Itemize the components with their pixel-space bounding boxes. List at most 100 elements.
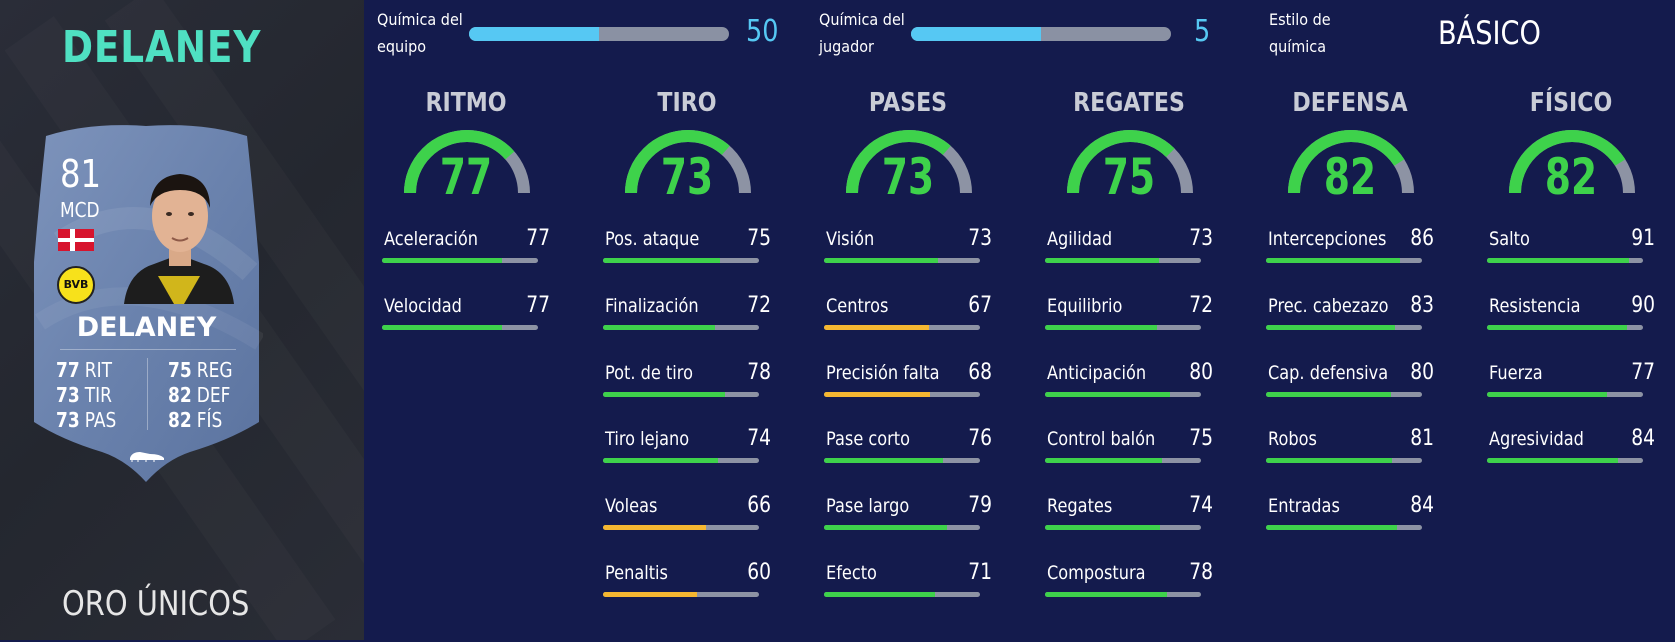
attribute-bar (1487, 258, 1643, 263)
attribute-row[interactable]: Pos. ataque 75 (603, 226, 771, 278)
attribute-row[interactable]: Robos 81 (1266, 426, 1434, 478)
attribute-value: 72 (747, 293, 771, 318)
attribute-bar-fill (1487, 258, 1629, 263)
attribute-name: Tiro lejano (605, 428, 690, 450)
attribute-name: Pos. ataque (605, 228, 700, 250)
category-value: 73 (881, 148, 935, 206)
attribute-row[interactable]: Resistencia 90 (1487, 293, 1655, 345)
attribute-bar (1487, 325, 1643, 330)
attribute-bar (824, 525, 980, 530)
attribute-value: 73 (1189, 226, 1213, 251)
card-divider-vertical (147, 358, 148, 430)
category-value: 73 (660, 148, 714, 206)
attribute-name: Voleas (605, 495, 658, 517)
attribute-row[interactable]: Tiro lejano 74 (603, 426, 771, 478)
gauge-fill (846, 130, 972, 194)
attribute-value: 78 (1189, 560, 1213, 585)
attribute-name: Agresividad (1489, 428, 1584, 450)
attribute-row[interactable]: Anticipación 80 (1045, 360, 1213, 412)
attribute-row[interactable]: Cap. defensiva 80 (1266, 360, 1434, 412)
category-title: REGATES (1073, 88, 1185, 118)
card-rating: 81 (60, 152, 102, 196)
attribute-bar-fill (603, 458, 719, 463)
attribute-row[interactable]: Voleas 66 (603, 493, 771, 545)
attribute-bar (1487, 392, 1643, 397)
attribute-row[interactable]: Efecto 71 (824, 560, 992, 612)
attribute-bar-fill (1045, 458, 1162, 463)
attribute-bar (382, 325, 538, 330)
attribute-value: 83 (1410, 293, 1434, 318)
attribute-bar-fill (603, 258, 720, 263)
attribute-value: 84 (1631, 426, 1655, 451)
attribute-bar (1266, 325, 1422, 330)
attribute-bar-fill (1266, 258, 1401, 263)
attribute-name: Velocidad (384, 295, 462, 317)
attribute-bar-fill (824, 325, 929, 330)
attribute-row[interactable]: Salto 91 (1487, 226, 1655, 278)
attribute-row[interactable]: Penaltis 60 (603, 560, 771, 612)
attribute-row[interactable]: Precisión falta 68 (824, 360, 992, 412)
player-card[interactable]: 81 MCD BVB DELANEY 77 RIT 73 TIR 73 PAS 75 R… (30, 122, 263, 484)
attribute-row[interactable]: Regates 74 (1045, 493, 1213, 545)
attribute-bar-fill (603, 392, 725, 397)
attribute-value: 80 (1410, 360, 1434, 385)
attribute-name: Penaltis (605, 562, 668, 584)
category-value: 82 (1544, 148, 1598, 206)
attribute-name: Pase largo (826, 495, 910, 517)
attribute-row[interactable]: Compostura 78 (1045, 560, 1213, 612)
player-chemistry-bar (911, 27, 1171, 41)
attribute-bar-fill (1045, 592, 1167, 597)
denmark-flag-icon (58, 229, 94, 251)
attribute-name: Centros (826, 295, 889, 317)
attribute-name: Cap. defensiva (1268, 362, 1389, 384)
attribute-bar (1045, 592, 1201, 597)
attribute-value: 75 (1189, 426, 1213, 451)
attribute-row[interactable]: Agresividad 84 (1487, 426, 1655, 478)
attribute-row[interactable]: Equilibrio 72 (1045, 293, 1213, 345)
attribute-value: 68 (968, 360, 992, 385)
attribute-bar (1266, 458, 1422, 463)
attribute-row[interactable]: Fuerza 77 (1487, 360, 1655, 412)
attribute-value: 73 (968, 226, 992, 251)
attribute-bar-fill (1045, 392, 1170, 397)
attribute-value: 81 (1410, 426, 1434, 451)
boot-icon (130, 452, 164, 462)
attribute-name: Visión (826, 228, 875, 250)
attribute-value: 80 (1189, 360, 1213, 385)
attribute-row[interactable]: Intercepciones 86 (1266, 226, 1434, 278)
attribute-row[interactable]: Velocidad 77 (382, 293, 550, 345)
team-chemistry-value: 50 (746, 14, 779, 49)
attribute-bar (1266, 525, 1422, 530)
attribute-row[interactable]: Prec. cabezazo 83 (1266, 293, 1434, 345)
attribute-row[interactable]: Entradas 84 (1266, 493, 1434, 545)
attribute-value: 76 (968, 426, 992, 451)
attribute-bar (1045, 258, 1201, 263)
attribute-value: 77 (1631, 360, 1655, 385)
attribute-row[interactable]: Visión 73 (824, 226, 992, 278)
attribute-row[interactable]: Centros 67 (824, 293, 992, 345)
card-player-name: DELANEY (76, 312, 217, 343)
attribute-row[interactable]: Pase largo 79 (824, 493, 992, 545)
attribute-row[interactable]: Finalización 72 (603, 293, 771, 345)
attribute-row[interactable]: Pase corto 76 (824, 426, 992, 478)
chemistry-style-value[interactable]: BÁSICO (1438, 14, 1541, 52)
player-chemistry-value: 5 (1194, 14, 1211, 49)
attribute-value: 90 (1631, 293, 1655, 318)
attribute-name: Equilibrio (1047, 295, 1123, 317)
attribute-bar (603, 525, 759, 530)
gauge-fill (625, 130, 751, 194)
attribute-bar-fill (1045, 325, 1158, 330)
attribute-bar (824, 325, 980, 330)
attribute-value: 67 (968, 293, 992, 318)
attribute-row[interactable]: Pot. de tiro 78 (603, 360, 771, 412)
attribute-name: Agilidad (1047, 228, 1113, 250)
attribute-row[interactable]: Aceleración 77 (382, 226, 550, 278)
attribute-row[interactable]: Control balón 75 (1045, 426, 1213, 478)
gauge-fill (1067, 130, 1193, 194)
category-2: PASES 73 Visión 73 Centros 67 Precisión falta 6… (824, 82, 992, 642)
attribute-row[interactable]: Agilidad 73 (1045, 226, 1213, 278)
attribute-bar-fill (1266, 392, 1391, 397)
category-4: DEFENSA 82 Intercepciones 86 Prec. cabezazo 8… (1266, 82, 1434, 642)
attribute-bar-fill (824, 592, 935, 597)
player-panel: DELANEY 81 MCD BVB (0, 0, 364, 640)
